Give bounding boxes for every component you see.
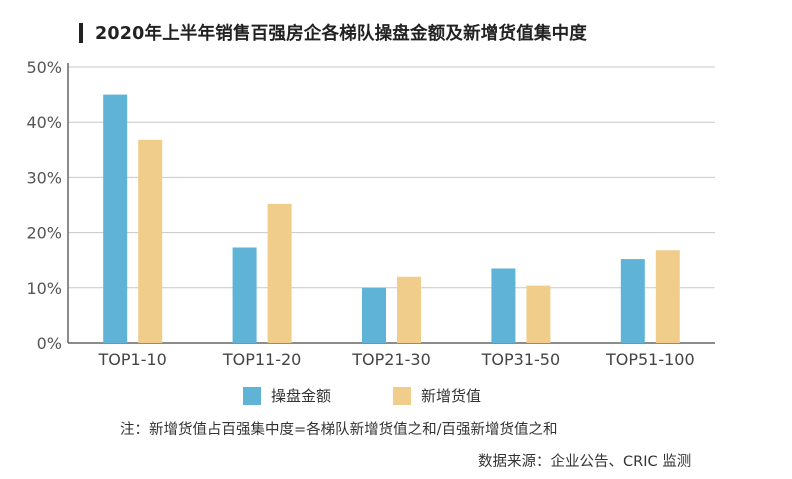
x-tick-label: TOP21-30 bbox=[351, 350, 431, 369]
bar-series2 bbox=[138, 139, 163, 343]
legend-swatch-series1 bbox=[243, 386, 261, 405]
bar-series1 bbox=[491, 268, 516, 343]
bar-series1 bbox=[620, 259, 645, 343]
x-tick-label: TOP51-100 bbox=[605, 350, 695, 369]
x-tick-label: TOP11-20 bbox=[222, 350, 302, 369]
x-tick-label: TOP31-50 bbox=[481, 350, 561, 369]
data-source: 数据来源：企业公告、CRIC 监测 bbox=[478, 454, 692, 470]
title-accent-bar bbox=[79, 23, 83, 43]
legend-swatch-series2 bbox=[393, 386, 411, 405]
bar-chart: 0% 10% 20% 30% 40% 50% TOP1-10 TOP11-20 TOP21-30… bbox=[26, 58, 715, 369]
bar-series2 bbox=[655, 250, 680, 343]
y-tick-label: 50% bbox=[26, 58, 62, 77]
chart-note: 注：新增货值占百强集中度=各梯队新增货值之和/百强新增货值之和 bbox=[120, 422, 558, 438]
x-tick-label: TOP1-10 bbox=[98, 350, 167, 369]
legend-label-series1: 操盘金额 bbox=[271, 387, 332, 405]
legend-item-series1: 操盘金额 bbox=[243, 385, 331, 406]
bar-series1 bbox=[232, 247, 257, 343]
bar-series2 bbox=[526, 285, 551, 343]
legend-label-series2: 新增货值 bbox=[421, 387, 482, 405]
y-tick-label: 40% bbox=[26, 113, 62, 132]
chart-title: 2020年上半年销售百强房企各梯队操盘金额及新增货值集中度 bbox=[95, 24, 588, 44]
chart-legend: 操盘金额 新增货值 bbox=[0, 385, 792, 407]
y-tick-label: 30% bbox=[26, 168, 62, 187]
y-tick-label: 20% bbox=[26, 224, 62, 243]
bar-series1 bbox=[362, 287, 386, 343]
y-tick-label: 0% bbox=[37, 334, 62, 353]
bar-series2 bbox=[267, 203, 292, 343]
legend-item-series2: 新增货值 bbox=[393, 385, 481, 406]
y-tick-label: 10% bbox=[26, 279, 62, 298]
bar-series2 bbox=[397, 276, 421, 343]
bar-series1 bbox=[103, 94, 128, 343]
